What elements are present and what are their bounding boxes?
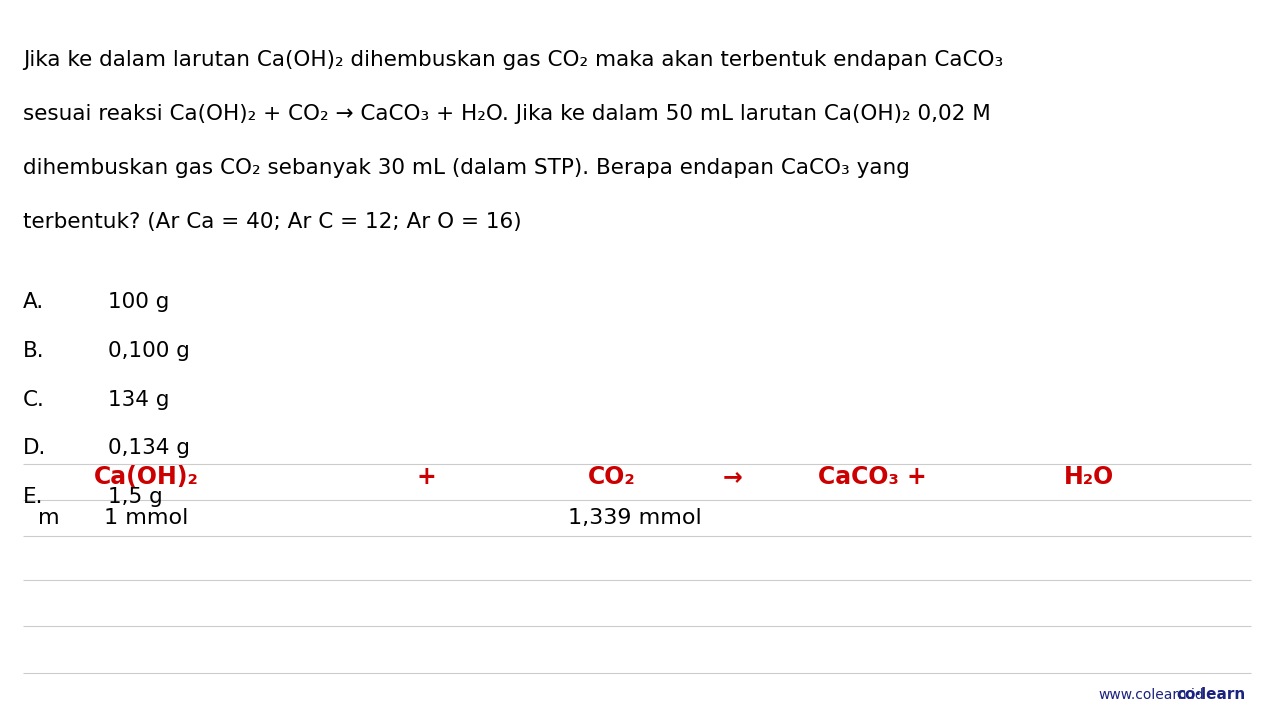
Text: 134 g: 134 g	[109, 390, 170, 410]
Text: E.: E.	[23, 487, 44, 508]
Text: A.: A.	[23, 292, 45, 312]
Text: www.colearn.id: www.colearn.id	[1098, 688, 1203, 702]
Text: dihembuskan gas CO₂ sebanyak 30 mL (dalam STP). Berapa endapan CaCO₃ yang: dihembuskan gas CO₂ sebanyak 30 mL (dala…	[23, 158, 910, 179]
Text: B.: B.	[23, 341, 45, 361]
Text: 1 mmol: 1 mmol	[104, 508, 188, 528]
Text: →: →	[723, 464, 742, 489]
Text: 0,134 g: 0,134 g	[109, 438, 191, 459]
Text: H₂O: H₂O	[1064, 464, 1115, 489]
Text: terbentuk? (Ar Ca = 40; Ar C = 12; Ar O = 16): terbentuk? (Ar Ca = 40; Ar C = 12; Ar O …	[23, 212, 521, 233]
Text: Jika ke dalam larutan Ca(OH)₂ dihembuskan gas CO₂ maka akan terbentuk endapan Ca: Jika ke dalam larutan Ca(OH)₂ dihembuska…	[23, 50, 1004, 71]
Text: D.: D.	[23, 438, 46, 459]
Text: 1,5 g: 1,5 g	[109, 487, 163, 508]
Text: 100 g: 100 g	[109, 292, 170, 312]
Text: sesuai reaksi Ca(OH)₂ + CO₂ → CaCO₃ + H₂O. Jika ke dalam 50 mL larutan Ca(OH)₂ 0: sesuai reaksi Ca(OH)₂ + CO₂ → CaCO₃ + H₂…	[23, 104, 991, 125]
Text: m: m	[37, 508, 59, 528]
Text: C.: C.	[23, 390, 45, 410]
Text: Ca(OH)₂: Ca(OH)₂	[93, 464, 198, 489]
Text: +: +	[417, 464, 436, 489]
Text: co·learn: co·learn	[1176, 687, 1245, 702]
Text: CaCO₃ +: CaCO₃ +	[818, 464, 927, 489]
Text: CO₂: CO₂	[588, 464, 635, 489]
Text: 1,339 mmol: 1,339 mmol	[567, 508, 701, 528]
Text: 0,100 g: 0,100 g	[109, 341, 191, 361]
